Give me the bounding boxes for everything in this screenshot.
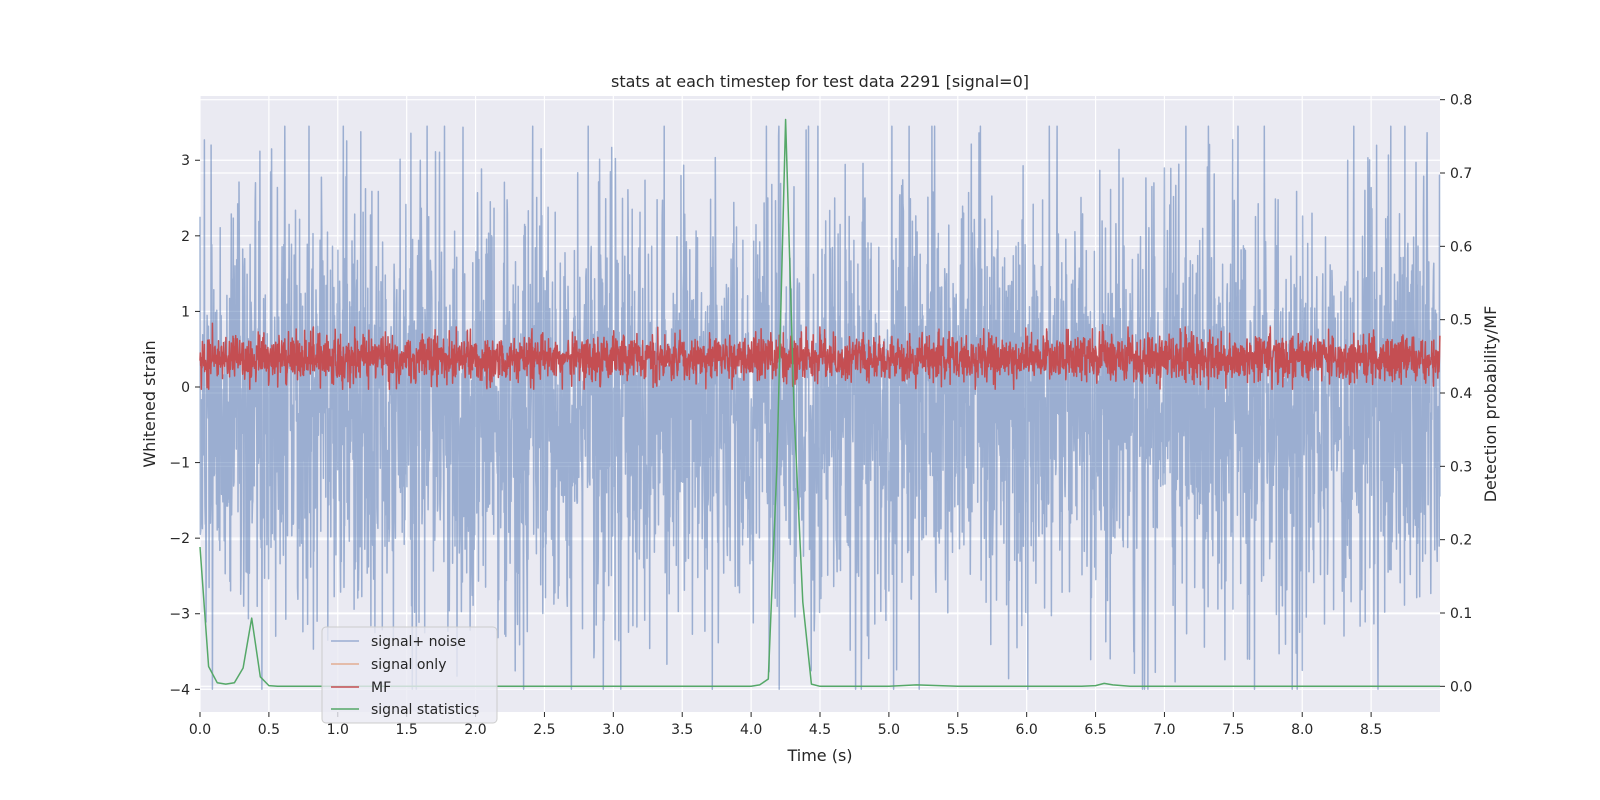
legend-label-mf: MF — [371, 680, 391, 696]
x-tick-label: 4.0 — [740, 722, 762, 738]
y-right-tick-label: 0.8 — [1450, 93, 1472, 109]
y-right-tick-label: 0.2 — [1450, 533, 1472, 549]
x-tick-label: 1.0 — [327, 722, 349, 738]
x-tick-label: 5.0 — [878, 722, 900, 738]
x-tick-label: 1.5 — [396, 722, 418, 738]
x-tick-label: 3.5 — [671, 722, 693, 738]
x-axis-label: Time (s) — [786, 746, 852, 765]
x-tick-label: 2.0 — [464, 722, 486, 738]
x-tick-label: 6.0 — [1016, 722, 1038, 738]
series-layer — [199, 118, 1441, 691]
series-line-mf — [199, 322, 1441, 391]
x-tick-label: 6.5 — [1084, 722, 1106, 738]
legend-label-signal-statistics: signal statistics — [371, 702, 479, 718]
y-right-tick-label: 0.0 — [1450, 679, 1472, 695]
y-axis-label: Whitened strain — [140, 340, 159, 467]
y-right-tick-label: 0.1 — [1450, 606, 1472, 622]
y-tick-label: −1 — [169, 456, 190, 472]
x-tick-label: 2.5 — [533, 722, 555, 738]
x-ticks: 0.0 0.5 1.0 1.5 2.0 2.5 3.0 3.5 4.0 4.5 5.0 5.5 6.0 6… — [189, 712, 1382, 738]
y-right-tick-label: 0.7 — [1450, 166, 1472, 182]
y-tick-label: 2 — [181, 229, 190, 245]
x-tick-label: 3.0 — [602, 722, 624, 738]
legend-frame — [321, 626, 498, 724]
y-ticks-right: 0.0 0.1 0.2 0.3 0.4 0.5 0.6 0.7 0.8 — [1440, 93, 1472, 695]
legend-label-signal-noise: signal+ noise — [371, 634, 466, 650]
y-ticks: −4 −3 −2 −1 0 1 2 3 — [169, 153, 200, 698]
legend-label-signal-only: signal only — [371, 657, 446, 673]
y-tick-label: 1 — [181, 304, 190, 320]
y-right-tick-label: 0.6 — [1450, 239, 1472, 255]
x-tick-label: 4.5 — [809, 722, 831, 738]
chart-title: stats at each timestep for test data 229… — [611, 72, 1029, 91]
series-line-signal-statistics — [199, 118, 1440, 688]
x-tick-label: 7.0 — [1153, 722, 1175, 738]
x-tick-label: 8.5 — [1360, 722, 1382, 738]
x-tick-label: 5.5 — [947, 722, 969, 738]
y-tick-label: 3 — [181, 153, 190, 169]
y-right-tick-label: 0.4 — [1450, 386, 1472, 402]
y-right-tick-label: 0.5 — [1450, 313, 1472, 329]
y-tick-label: −2 — [169, 531, 190, 547]
y-axis-label-right: Detection probability/MF — [1481, 306, 1500, 503]
y-tick-label: −4 — [169, 682, 190, 698]
y-tick-label: −3 — [169, 607, 190, 623]
legend: signal+ noise signal only MF signal stat… — [321, 626, 498, 724]
x-tick-label: 8.0 — [1291, 722, 1313, 738]
y-right-tick-label: 0.3 — [1450, 459, 1472, 475]
y-tick-label: 0 — [181, 380, 190, 396]
x-tick-label: 7.5 — [1222, 722, 1244, 738]
x-tick-label: 0.0 — [189, 722, 211, 738]
series-line-signal-noise — [199, 125, 1441, 691]
x-tick-label: 0.5 — [258, 722, 280, 738]
